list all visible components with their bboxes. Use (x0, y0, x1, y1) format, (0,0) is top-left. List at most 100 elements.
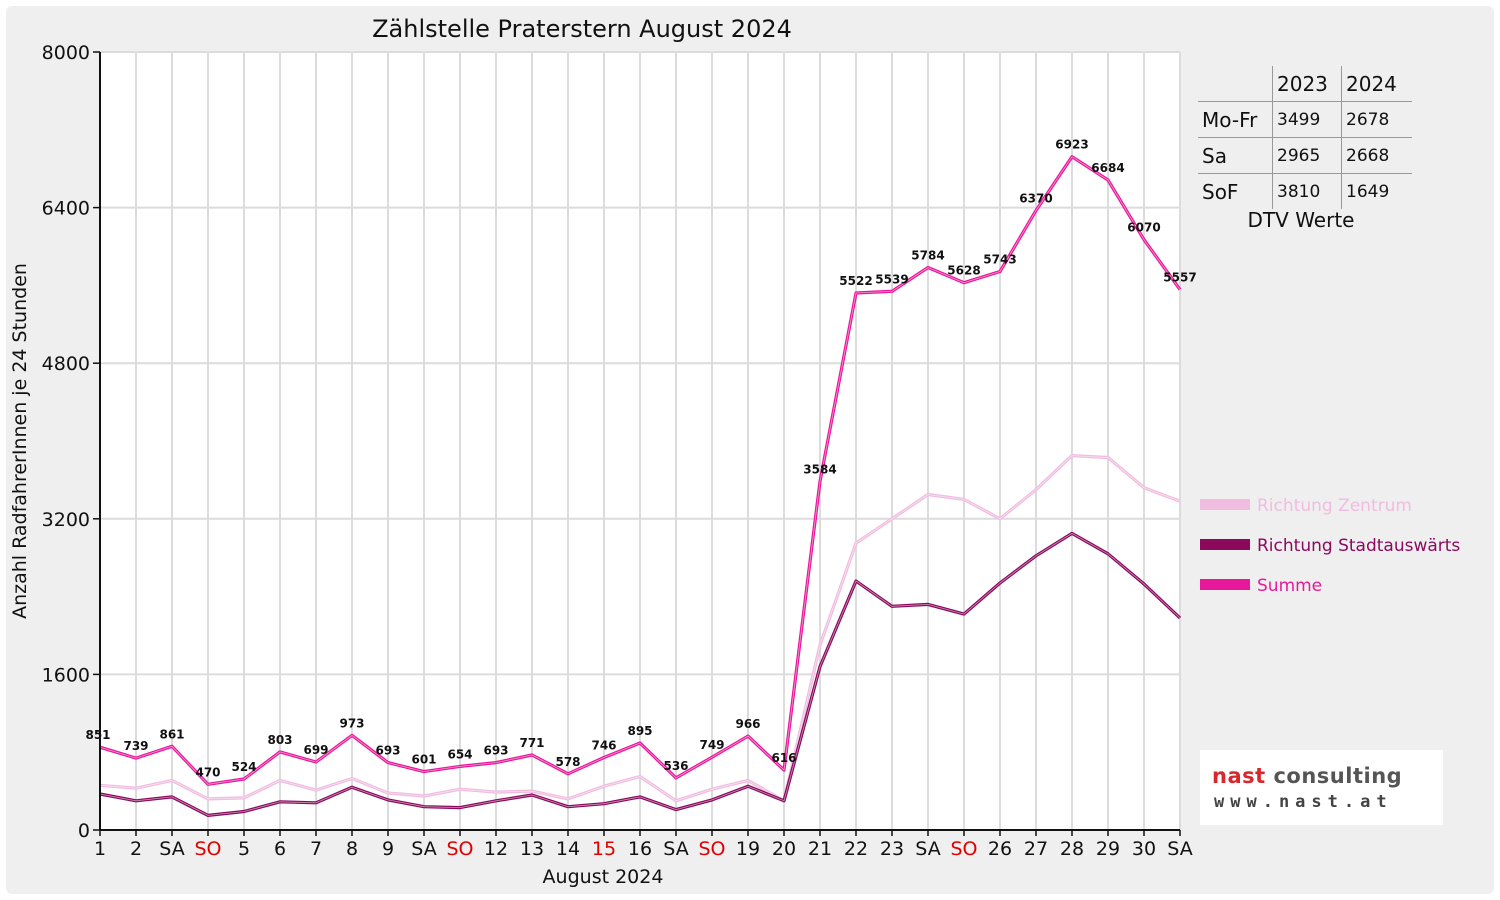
series-line-highlight (99, 455, 1181, 802)
y-tick-label: 0 (78, 820, 90, 842)
x-tick-label: 8 (346, 838, 358, 860)
y-tick-label: 1600 (42, 664, 90, 686)
data-label: 5557 (1163, 271, 1196, 285)
data-label: 616 (771, 751, 796, 765)
data-label: 693 (375, 744, 400, 758)
dtv-value: 3810 (1272, 173, 1342, 209)
dtv-row-label: Mo-Fr (1198, 101, 1273, 138)
x-tick-label: 13 (520, 838, 544, 860)
data-label: 6684 (1091, 161, 1124, 175)
x-tick-label: SO (446, 838, 473, 860)
logo-name-part2: consulting (1273, 764, 1403, 788)
x-tick-label: SO (698, 838, 725, 860)
data-label: 601 (411, 753, 436, 767)
data-label: 895 (627, 724, 652, 738)
series-lines (99, 155, 1182, 818)
dtv-row-label: SoF (1202, 179, 1239, 204)
dtv-table: 2023 2024 Mo-Fr 3499 2678 Sa 2965 2668 S… (1198, 66, 1412, 209)
data-label: 5522 (839, 274, 872, 288)
data-label: 470 (195, 765, 220, 779)
legend-label: Richtung Stadtauswärts (1257, 536, 1460, 556)
series-line-highlight (99, 533, 1181, 816)
x-tick-label: 7 (310, 838, 322, 860)
x-tick-label: SA (1167, 838, 1192, 860)
data-label: 524 (231, 760, 256, 774)
data-label: 6370 (1019, 192, 1052, 206)
data-label: 3584 (803, 462, 836, 476)
dtv-value: 2965 (1272, 137, 1342, 174)
dtv-value: 2678 (1341, 101, 1412, 138)
y-tick-label: 8000 (42, 42, 90, 64)
data-label: 578 (555, 755, 580, 769)
data-label: 5743 (983, 252, 1016, 266)
y-tick-label: 6400 (42, 198, 90, 220)
dtv-row-label: Sa (1198, 137, 1273, 174)
data-label: 749 (699, 738, 724, 752)
data-label: 771 (519, 736, 544, 750)
data-label: 5784 (911, 249, 944, 263)
x-tick-label: 1 (94, 838, 106, 860)
x-tick-label: 15 (592, 838, 616, 860)
x-tick-label: 20 (772, 838, 796, 860)
y-tick-label: 3200 (42, 509, 90, 531)
dtv-value: 3499 (1272, 101, 1342, 138)
x-tick-label: SA (915, 838, 940, 860)
data-label: 6070 (1127, 221, 1160, 235)
data-label: 654 (447, 747, 472, 761)
data-label: 699 (303, 743, 328, 757)
dtv-value: 2668 (1341, 137, 1412, 174)
axes (93, 51, 1181, 836)
x-tick-label: 26 (988, 838, 1012, 860)
dtv-row-sof: SoF 3810 1649 (1198, 173, 1412, 209)
legend-swatch (1200, 539, 1250, 550)
x-tick-label: 5 (238, 838, 250, 860)
data-label: 5539 (875, 272, 908, 286)
x-tick-label: 9 (382, 838, 394, 860)
series-line-highlight (99, 156, 1181, 785)
legend-label: Summe (1257, 576, 1322, 596)
y-tick-label: 4800 (42, 353, 90, 375)
x-tick-label: 14 (556, 838, 580, 860)
x-tick-label: 19 (736, 838, 760, 860)
dtv-row-sa: Sa 2965 2668 (1198, 137, 1412, 174)
data-label: 851 (85, 728, 110, 742)
legend-swatch (1200, 579, 1250, 590)
logo-name-part1: nast (1212, 764, 1266, 788)
data-label: 5628 (947, 264, 980, 278)
data-label: 536 (663, 759, 688, 773)
x-tick-label: 29 (1096, 838, 1120, 860)
dtv-caption: DTV Werte (1247, 208, 1355, 232)
data-label: 966 (735, 717, 760, 731)
legend-label: Richtung Zentrum (1257, 496, 1412, 516)
x-tick-label: 16 (628, 838, 652, 860)
dtv-header-row: 2023 2024 (1198, 66, 1412, 102)
legend: Richtung Zentrum Richtung Stadtauswärts Su… (1200, 496, 1460, 596)
data-label: 861 (159, 727, 184, 741)
x-tick-label: SA (663, 838, 688, 860)
x-tick-label: SA (159, 838, 184, 860)
x-tick-label: 23 (880, 838, 904, 860)
chart-title: Zählstelle Praterstern August 2024 (372, 15, 792, 43)
dtv-header-2024: 2024 (1341, 66, 1412, 102)
x-tick-label: 28 (1060, 838, 1084, 860)
y-axis-label: Anzahl RadfahrerInnen je 24 Stunden (9, 263, 31, 619)
data-label: 973 (339, 716, 364, 730)
data-label: 6923 (1055, 138, 1088, 152)
x-tick-label: SO (950, 838, 977, 860)
x-tick-label: 27 (1024, 838, 1048, 860)
x-tick-label: 2 (130, 838, 142, 860)
data-label: 803 (267, 733, 292, 747)
company-logo: nast consulting www.nast.at (1200, 750, 1443, 825)
dtv-header-2023: 2023 (1272, 66, 1342, 102)
x-tick-label: 12 (484, 838, 508, 860)
data-label: 693 (483, 744, 508, 758)
x-tick-label: SO (194, 838, 221, 860)
data-label: 746 (591, 738, 616, 752)
dtv-row-mofr: Mo-Fr 3499 2678 (1198, 101, 1412, 138)
data-label: 739 (123, 739, 148, 753)
x-tick-label: 6 (274, 838, 286, 860)
data-labels: 851 739 861 470 524 803 699 973 693 601 654 693 771 5… (85, 138, 1196, 780)
dtv-value: 1649 (1341, 173, 1412, 209)
